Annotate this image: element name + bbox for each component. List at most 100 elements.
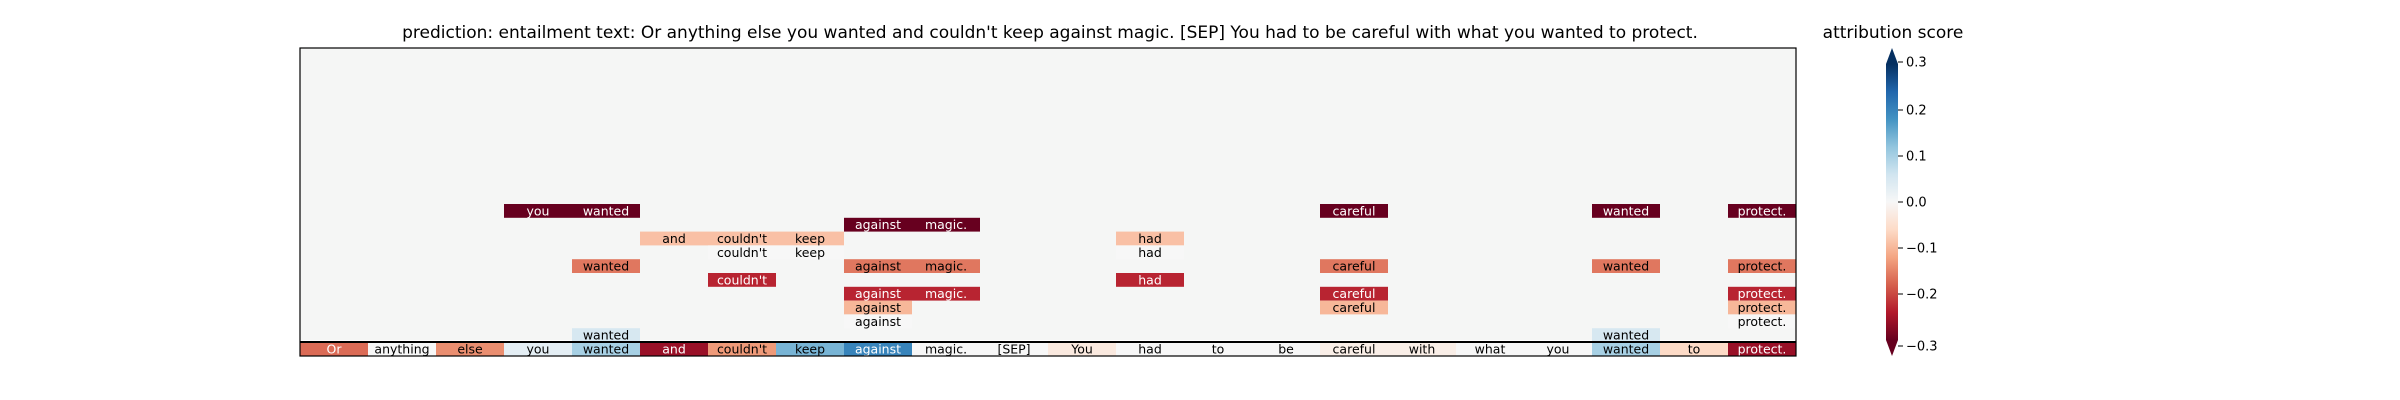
token-cell-label: be <box>1278 342 1294 357</box>
token-cell-fill <box>572 342 640 356</box>
token-cell-fill <box>912 342 980 356</box>
attribution-cell-fill <box>504 204 572 218</box>
attribution-cell-label: against <box>855 300 901 315</box>
attribution-cell-fill <box>844 217 912 232</box>
token-cell: protect. <box>1728 342 1796 357</box>
colorbar-tick-label: −0.3 <box>1906 340 1938 355</box>
attribution-cell: protect. <box>1728 203 1796 218</box>
attribution-cell: and <box>640 231 708 246</box>
attribution-cell: couldn't <box>708 231 776 246</box>
attribution-cell-fill <box>640 231 708 246</box>
token-cell-fill <box>300 342 368 356</box>
token-cell-label: magic. <box>925 342 967 357</box>
token-cell: keep <box>776 342 844 357</box>
attribution-cell-label: careful <box>1333 300 1376 315</box>
attribution-cell: wanted <box>1592 259 1660 274</box>
attribution-cell-fill <box>1728 204 1796 218</box>
token-cell-fill <box>1252 342 1320 356</box>
attribution-cell-fill <box>1116 273 1184 287</box>
token-cell-fill <box>1388 342 1456 356</box>
attribution-cell-label: wanted <box>583 203 629 218</box>
token-cell-fill <box>1320 342 1388 356</box>
attribution-cell-fill <box>776 231 844 246</box>
colorbar: 0.3 0.2 0.1 0.0 −0.1 −0.2 −0.3 <box>1886 48 1938 356</box>
token-cell-label: protect. <box>1738 342 1787 357</box>
token-cell: magic. <box>912 342 980 357</box>
token-cell-fill <box>436 342 504 356</box>
colorbar-min-extend <box>1886 340 1898 356</box>
token-cell: couldn't <box>708 342 776 357</box>
token-cell-fill <box>980 342 1048 356</box>
colorbar-tick-label: 0.0 <box>1906 196 1927 211</box>
attribution-cell: careful <box>1320 259 1388 274</box>
cells-layer: you wanted careful wanted protect. against mag… <box>300 203 1796 357</box>
attribution-cell-fill <box>912 259 980 273</box>
token-cell-fill <box>1524 342 1592 356</box>
token-cell-label: against <box>855 342 901 357</box>
token-cell-fill <box>1456 342 1524 356</box>
attribution-cell: couldn't <box>708 272 776 287</box>
plot-background <box>300 48 1796 340</box>
token-cell: [SEP] <box>980 342 1048 357</box>
attribution-cell-fill <box>1320 286 1388 301</box>
attribution-cell: wanted <box>1592 328 1660 343</box>
attribution-cell-label: careful <box>1333 203 1376 218</box>
token-cell-label: had <box>1138 342 1162 357</box>
token-cell-label: to <box>1688 342 1701 357</box>
attribution-cell-label: wanted <box>1603 259 1649 274</box>
attribution-cell: keep <box>776 245 844 260</box>
attribution-cell-fill <box>912 286 980 301</box>
attribution-cell-fill <box>1320 300 1388 315</box>
token-cell: and <box>640 342 708 357</box>
attribution-cell: had <box>1116 245 1184 260</box>
token-cell-fill <box>368 342 436 356</box>
colorbar-tick-label: 0.1 <box>1906 150 1927 165</box>
token-cell-label: keep <box>795 342 825 357</box>
token-cell: be <box>1252 342 1320 357</box>
token-cell: had <box>1116 342 1184 357</box>
attribution-cell: against <box>844 300 912 315</box>
chart-title: prediction: entailment text: Or anything… <box>402 23 1698 43</box>
token-cell: against <box>844 342 912 357</box>
attribution-cell-fill <box>1728 314 1796 329</box>
attribution-cell: against <box>844 314 912 329</box>
attribution-cell-fill <box>708 245 776 260</box>
attribution-cell-label: had <box>1138 272 1162 287</box>
attribution-cell-fill <box>1592 259 1660 273</box>
attribution-cell: magic. <box>912 286 980 301</box>
attribution-cell-label: wanted <box>1603 203 1649 218</box>
attribution-cell-fill <box>1320 259 1388 273</box>
attribution-cell: couldn't <box>708 245 776 260</box>
token-cell: You <box>1048 342 1116 357</box>
attribution-cell-fill <box>1728 259 1796 273</box>
attribution-cell-label: had <box>1138 231 1162 246</box>
attribution-cell-fill <box>776 245 844 260</box>
colorbar-tick-label: −0.2 <box>1906 288 1938 303</box>
token-cell-fill <box>640 342 708 356</box>
attribution-cell-label: magic. <box>925 217 967 232</box>
token-cell-label: you <box>1547 342 1570 357</box>
attribution-cell-label: against <box>855 259 901 274</box>
token-cell-label: anything <box>374 342 429 357</box>
attribution-cell-label: protect. <box>1738 286 1787 301</box>
token-cell-label: with <box>1409 342 1436 357</box>
token-cell-label: couldn't <box>717 342 767 357</box>
attribution-cell-fill <box>1592 328 1660 342</box>
token-cell: to <box>1660 342 1728 357</box>
attribution-cell-fill <box>1728 286 1796 301</box>
token-cell: you <box>504 342 572 357</box>
attribution-cell: protect. <box>1728 259 1796 274</box>
token-cell-label: wanted <box>1603 342 1649 357</box>
attribution-cell-label: magic. <box>925 286 967 301</box>
token-cell-fill <box>1116 342 1184 356</box>
attribution-cell: you <box>504 203 572 218</box>
attribution-cell-fill <box>708 273 776 287</box>
attribution-cell-label: had <box>1138 245 1162 260</box>
token-cell-fill <box>844 342 912 356</box>
attribution-cell-fill <box>844 286 912 301</box>
attribution-cell-label: keep <box>795 245 825 260</box>
attribution-cell-label: against <box>855 314 901 329</box>
heatmap-panel: you wanted careful wanted protect. against mag… <box>299 47 1797 357</box>
attribution-cell-label: keep <box>795 231 825 246</box>
